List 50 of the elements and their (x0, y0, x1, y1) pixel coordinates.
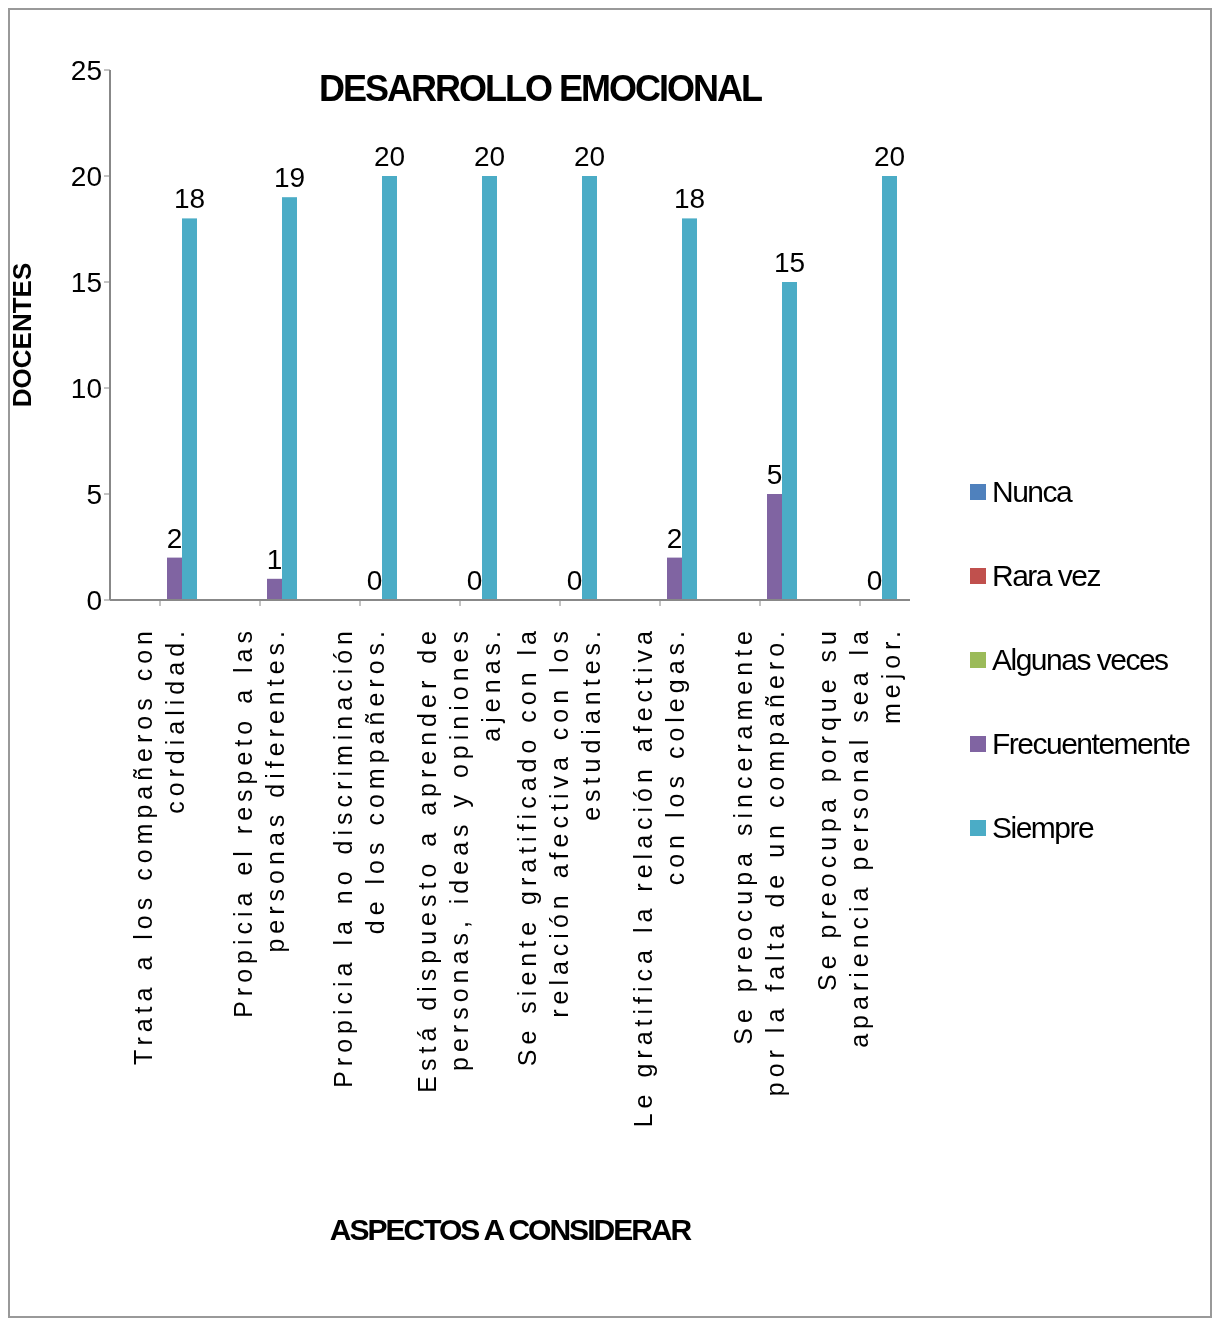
x-tick-label: Se preocupa porque su apariencia personal sea la mejor. (813, 626, 905, 1048)
bar (382, 176, 397, 600)
bar (267, 578, 282, 600)
data-label: 15 (773, 247, 806, 278)
legend-label: Rara vez (992, 559, 1101, 593)
data-label: 20 (573, 141, 606, 172)
bar (767, 494, 782, 600)
x-tick-label: Propicia la no discriminación de los compañeros. (329, 626, 389, 1088)
bar (182, 218, 197, 600)
data-label: 1 (266, 543, 283, 575)
data-label: 2 (166, 522, 183, 554)
bar (667, 557, 682, 600)
bar (682, 218, 697, 600)
y-tick-label: 25 (70, 54, 102, 86)
x-tick-label: Se preocupa sinceramente por la falta de un compañero. (729, 626, 789, 1097)
x-axis-title: ASPECTOS A CONSIDERAR (329, 1213, 693, 1246)
legend-label: Siempre (992, 811, 1094, 845)
data-label: 20 (473, 141, 506, 172)
bar (282, 197, 297, 600)
y-tick-label: 20 (70, 160, 102, 192)
y-tick-label: 5 (86, 478, 102, 510)
bar (482, 176, 497, 600)
legend-label: Nunca (992, 475, 1072, 509)
data-label: 20 (873, 141, 906, 172)
bar (882, 176, 897, 600)
data-label: 0 (566, 565, 583, 596)
data-label: 0 (366, 565, 383, 596)
x-tick-label: Le gratifica la relación afectiva con los colegas. (629, 626, 689, 1128)
y-tick-label: 0 (86, 584, 102, 616)
bar (582, 176, 597, 600)
legend-label: Frecuentemente (992, 727, 1190, 761)
y-axis-title: DOCENTES (7, 262, 38, 408)
data-label: 0 (466, 565, 483, 596)
data-label: 18 (173, 183, 206, 215)
data-label: 5 (766, 459, 783, 490)
x-tick-label: Propicia el respeto a las personas diferentes. (229, 626, 289, 1018)
x-tick-label: Se siente gratificado con la relación afectiva con los estudiantes. (513, 626, 605, 1067)
y-tick-label: 10 (70, 372, 102, 404)
chart-title: DESARROLLO EMOCIONAL (318, 68, 763, 110)
data-label: 20 (373, 141, 406, 172)
bar (167, 557, 182, 600)
data-label: 2 (666, 522, 683, 554)
bar (782, 282, 797, 600)
legend-label: Algunas veces (992, 643, 1168, 677)
data-label: 18 (673, 183, 706, 215)
x-tick-label: Trata a los compañeros con cordialidad. (129, 626, 189, 1065)
data-label: 0 (866, 565, 883, 596)
x-tick-label: Está dispuesto a aprender de personas, ideas y opiniones ajenas. (413, 626, 505, 1093)
data-label: 19 (273, 162, 306, 194)
y-tick-label: 15 (70, 266, 102, 298)
